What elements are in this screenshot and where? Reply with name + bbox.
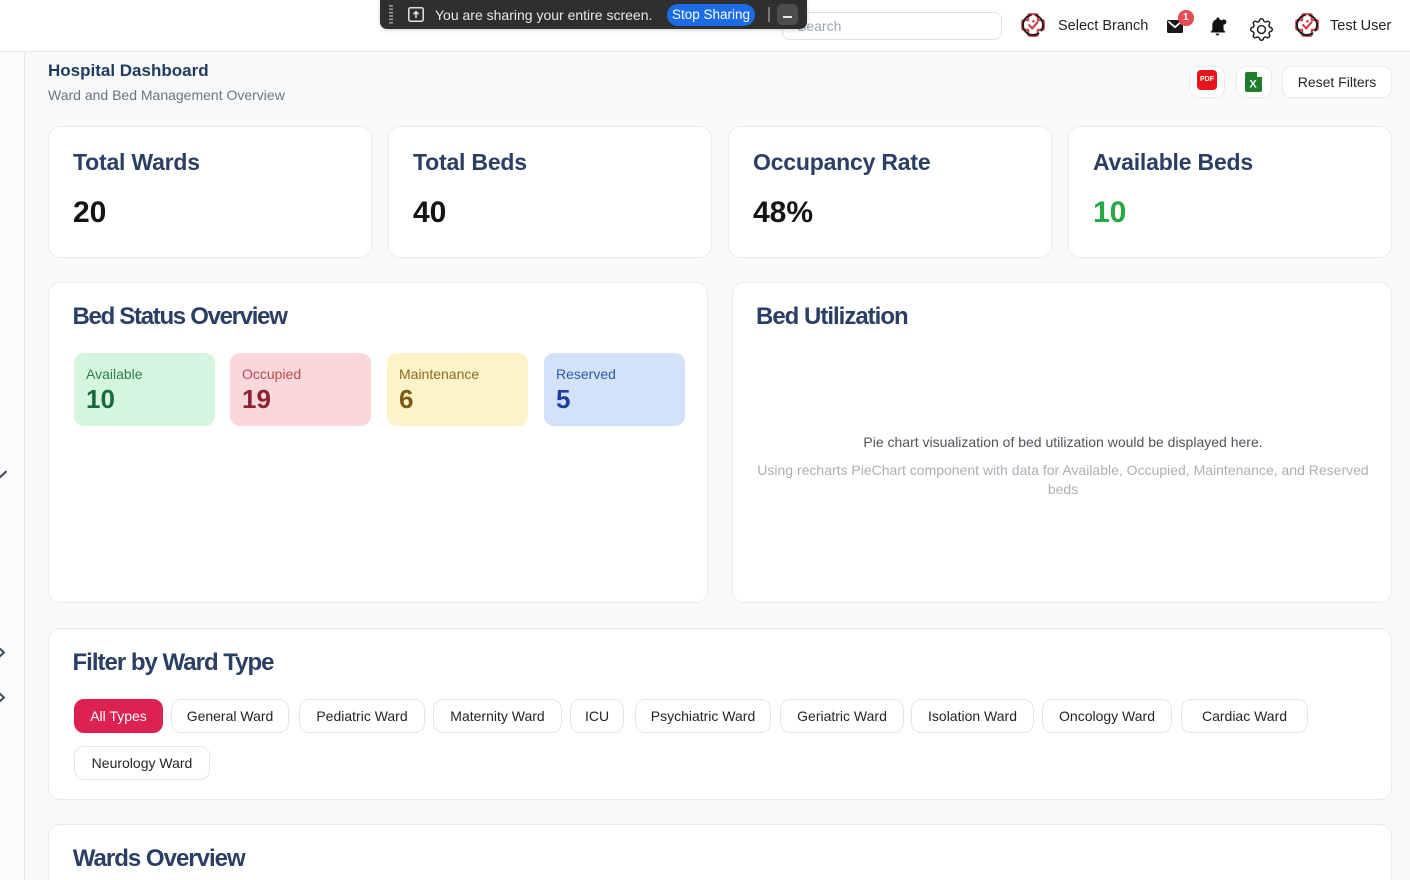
svg-text:X: X [1249, 79, 1257, 91]
